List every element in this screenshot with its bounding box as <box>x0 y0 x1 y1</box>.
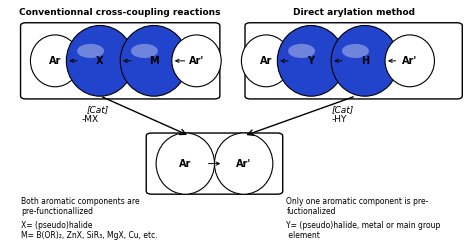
Text: [Cat]: [Cat] <box>87 105 109 114</box>
Text: Y= (pseudo)halide, metal or main group: Y= (pseudo)halide, metal or main group <box>286 221 441 230</box>
FancyBboxPatch shape <box>20 23 220 99</box>
Text: pre-functionallized: pre-functionallized <box>21 207 93 216</box>
Ellipse shape <box>172 35 221 87</box>
Text: Ar': Ar' <box>236 159 251 169</box>
Text: Both aromatic components are: Both aromatic components are <box>21 197 140 206</box>
Ellipse shape <box>66 25 134 96</box>
Ellipse shape <box>77 44 104 58</box>
Ellipse shape <box>131 44 158 58</box>
Text: H: H <box>361 56 369 66</box>
Text: Ar': Ar' <box>402 56 418 66</box>
Text: X: X <box>96 56 104 66</box>
Ellipse shape <box>385 35 435 87</box>
Ellipse shape <box>214 133 273 194</box>
Ellipse shape <box>120 25 188 96</box>
Ellipse shape <box>156 133 214 194</box>
Ellipse shape <box>241 35 291 87</box>
Text: -HY: -HY <box>331 115 346 124</box>
Ellipse shape <box>342 44 369 58</box>
Ellipse shape <box>331 25 399 96</box>
FancyBboxPatch shape <box>245 23 462 99</box>
Text: Y: Y <box>308 56 314 66</box>
Ellipse shape <box>277 25 345 96</box>
Text: fuctionalized: fuctionalized <box>286 207 336 216</box>
Text: Direct arylation method: Direct arylation method <box>292 8 415 17</box>
Text: M= B(OR)₂, ZnX, SiR₃, MgX, Cu, etc.: M= B(OR)₂, ZnX, SiR₃, MgX, Cu, etc. <box>21 231 158 240</box>
Ellipse shape <box>30 35 80 87</box>
Text: Conventionnal cross-coupling reactions: Conventionnal cross-coupling reactions <box>19 8 221 17</box>
Text: X= (pseudo)halide: X= (pseudo)halide <box>21 221 93 230</box>
Text: Ar: Ar <box>260 56 272 66</box>
Text: Ar: Ar <box>49 56 61 66</box>
Text: Ar: Ar <box>179 159 191 169</box>
Text: M: M <box>149 56 159 66</box>
Text: element: element <box>286 231 320 240</box>
Text: -MX: -MX <box>82 115 99 124</box>
Ellipse shape <box>288 44 315 58</box>
Text: [Cat]: [Cat] <box>331 105 354 114</box>
Text: Only one aromatic component is pre-: Only one aromatic component is pre- <box>286 197 428 206</box>
FancyBboxPatch shape <box>146 133 283 194</box>
Text: Ar': Ar' <box>189 56 204 66</box>
